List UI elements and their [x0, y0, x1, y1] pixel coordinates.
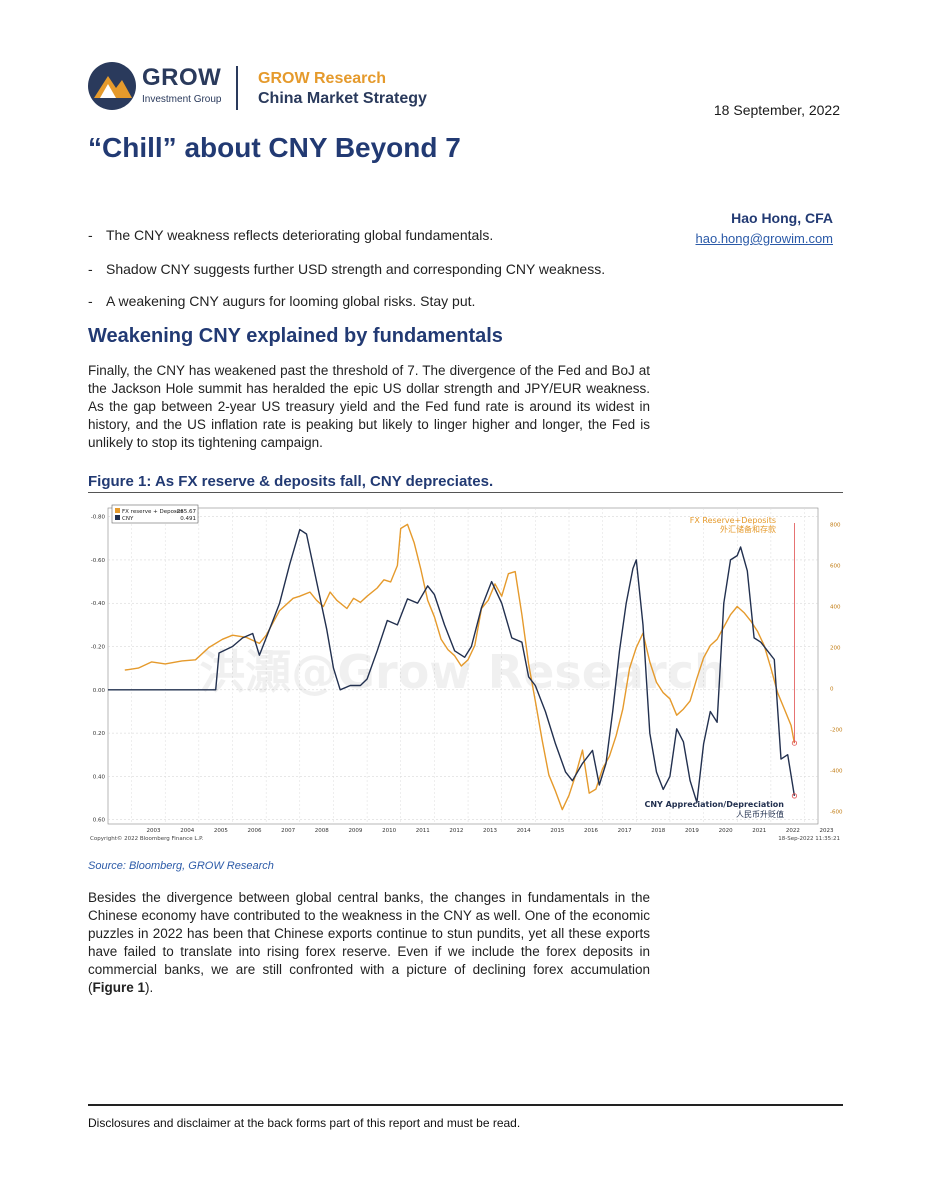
x-axis-tick-label: 2014 — [517, 828, 531, 834]
paragraph-text-end: ). — [145, 980, 154, 995]
logo-divider — [236, 66, 238, 110]
latest-cny-marker — [791, 793, 798, 799]
x-axis-tick-label: 2007 — [281, 828, 295, 834]
right-axis-tick-label: 800 — [830, 522, 841, 528]
report-date: 18 September, 2022 — [713, 102, 840, 118]
series-line-fx-reserve — [124, 523, 796, 811]
x-axis-tick-label: 2004 — [180, 828, 194, 834]
logo-name: GROW — [142, 64, 222, 91]
bullet-item: - Shadow CNY suggests further USD strengt… — [88, 261, 606, 277]
paragraph-intro: Finally, the CNY has weakened past the t… — [88, 363, 650, 450]
figure-title: Figure 1: As FX reserve & deposits fall,… — [88, 473, 494, 490]
paragraph-text: Besides the divergence between global ce… — [88, 890, 650, 995]
x-axis-tick-label: 2018 — [651, 828, 665, 834]
x-axis-tick-label: 2022 — [786, 828, 800, 834]
chart-timestamp: 18-Sep-2022 11:35:21 — [778, 836, 840, 842]
x-axis-tick-label: 2009 — [348, 828, 362, 834]
figure-source: Source: Bloomberg, GROW Research — [88, 860, 274, 872]
legend-label-cny: CNY — [122, 516, 134, 522]
bullet-item: - The CNY weakness reflects deteriorating… — [88, 227, 494, 243]
x-axis-tick-label: 2017 — [618, 828, 632, 834]
figure-rule — [88, 492, 843, 493]
left-axis-tick-label: 0.00 — [93, 688, 106, 694]
x-axis-tick-label: 2015 — [550, 828, 564, 834]
latest-fx-marker — [791, 740, 798, 746]
legend-value-cny: 0.491 — [180, 516, 196, 522]
company-logo: GROW Investment Group GROW Research Chin… — [86, 58, 446, 118]
author-name: Hao Hong, CFA — [731, 210, 833, 226]
bullet-text: A weakening CNY augurs for looming globa… — [106, 293, 476, 309]
right-axis-tick-label: -200 — [830, 728, 843, 734]
left-axis-tick-label: -0.60 — [91, 558, 106, 564]
series-line-cny — [108, 528, 796, 804]
right-axis-tick-label: 600 — [830, 563, 841, 569]
paragraph-fundamentals: Besides the divergence between global ce… — [88, 889, 650, 997]
chart-copyright: Copyright© 2022 Bloomberg Finance L.P. — [90, 835, 204, 842]
x-axis-tick-label: 2011 — [416, 828, 430, 834]
brand-research: GROW Research — [258, 70, 387, 87]
left-axis-tick-label: 0.20 — [93, 731, 106, 737]
legend-label-fx: FX reserve + Deposits — [122, 509, 183, 515]
figure-reference: Figure 1 — [92, 980, 146, 995]
chart-watermark: 洪灝@Grow Research — [199, 645, 727, 699]
figure-1-chart: 洪灝@Grow Research -0.80 -0.60 -0.40 -0.20 0.0… — [88, 498, 843, 848]
x-axis-tick-label: 2019 — [685, 828, 699, 834]
x-axis-tick-label: 2008 — [315, 828, 329, 834]
left-axis-tick-label: 0.60 — [93, 818, 106, 824]
x-axis-tick-label: 2016 — [584, 828, 598, 834]
x-axis-tick-label: 2006 — [248, 828, 262, 834]
x-axis-tick-label: 2005 — [214, 828, 228, 834]
plot-area — [107, 507, 819, 825]
x-axis-tick-label: 2013 — [483, 828, 497, 834]
brand-strategy: China Market Strategy — [258, 90, 427, 107]
annotation-fx-cn: 外汇储备和存款 — [720, 524, 776, 534]
left-axis-tick-label: -0.40 — [91, 601, 106, 607]
section-heading: Weakening CNY explained by fundamentals — [88, 325, 503, 347]
right-axis-tick-label: -400 — [830, 769, 843, 775]
right-axis-tick-label: 200 — [830, 646, 841, 652]
left-axis-tick-label: 0.40 — [93, 774, 106, 780]
x-axis-tick-label: 2010 — [382, 828, 396, 834]
grow-logo-icon — [88, 62, 136, 110]
x-axis-tick-label: 2020 — [719, 828, 733, 834]
annotation-cny: CNY Appreciation/Depreciation — [644, 800, 784, 809]
bullet-text: Shadow CNY suggests further USD strength… — [106, 261, 606, 277]
report-title: “Chill” about CNY Beyond 7 — [88, 132, 461, 163]
bullet-item: -A weakening CNY augurs for looming glob… — [88, 293, 476, 309]
logo-subtitle: Investment Group — [142, 94, 222, 105]
right-axis-tick-label: 0 — [830, 687, 834, 693]
annotation-cny-cn: 人民币升贬值 — [736, 809, 784, 819]
legend-swatch-cny — [115, 515, 120, 520]
bullet-text: The CNY weakness reflects deteriorating … — [106, 227, 494, 243]
x-axis-tick-label: 2023 — [820, 828, 834, 834]
author-email-link[interactable]: hao.hong@growim.com — [695, 231, 833, 246]
x-axis-tick-label: 2012 — [449, 828, 463, 834]
annotation-fx: FX Reserve+Deposits — [690, 516, 776, 525]
right-axis-tick-label: 400 — [830, 604, 841, 610]
footer-disclaimer: Disclosures and disclaimer at the back f… — [88, 1116, 521, 1130]
right-axis-tick-label: -600 — [830, 810, 843, 816]
x-axis-tick-label: 2021 — [752, 828, 766, 834]
chart-legend: FX reserve + Deposits -265.67 CNY 0.491 — [111, 504, 199, 524]
left-axis-tick-label: -0.80 — [91, 515, 106, 521]
left-axis-tick-label: -0.20 — [91, 645, 106, 651]
footer-rule — [88, 1104, 843, 1106]
x-axis-tick-label: 2003 — [147, 828, 161, 834]
legend-swatch-fx — [115, 508, 120, 513]
legend-value-fx: -265.67 — [175, 509, 197, 515]
chart-svg: 洪灝@Grow Research -0.80 -0.60 -0.40 -0.20 0.0… — [88, 498, 843, 848]
